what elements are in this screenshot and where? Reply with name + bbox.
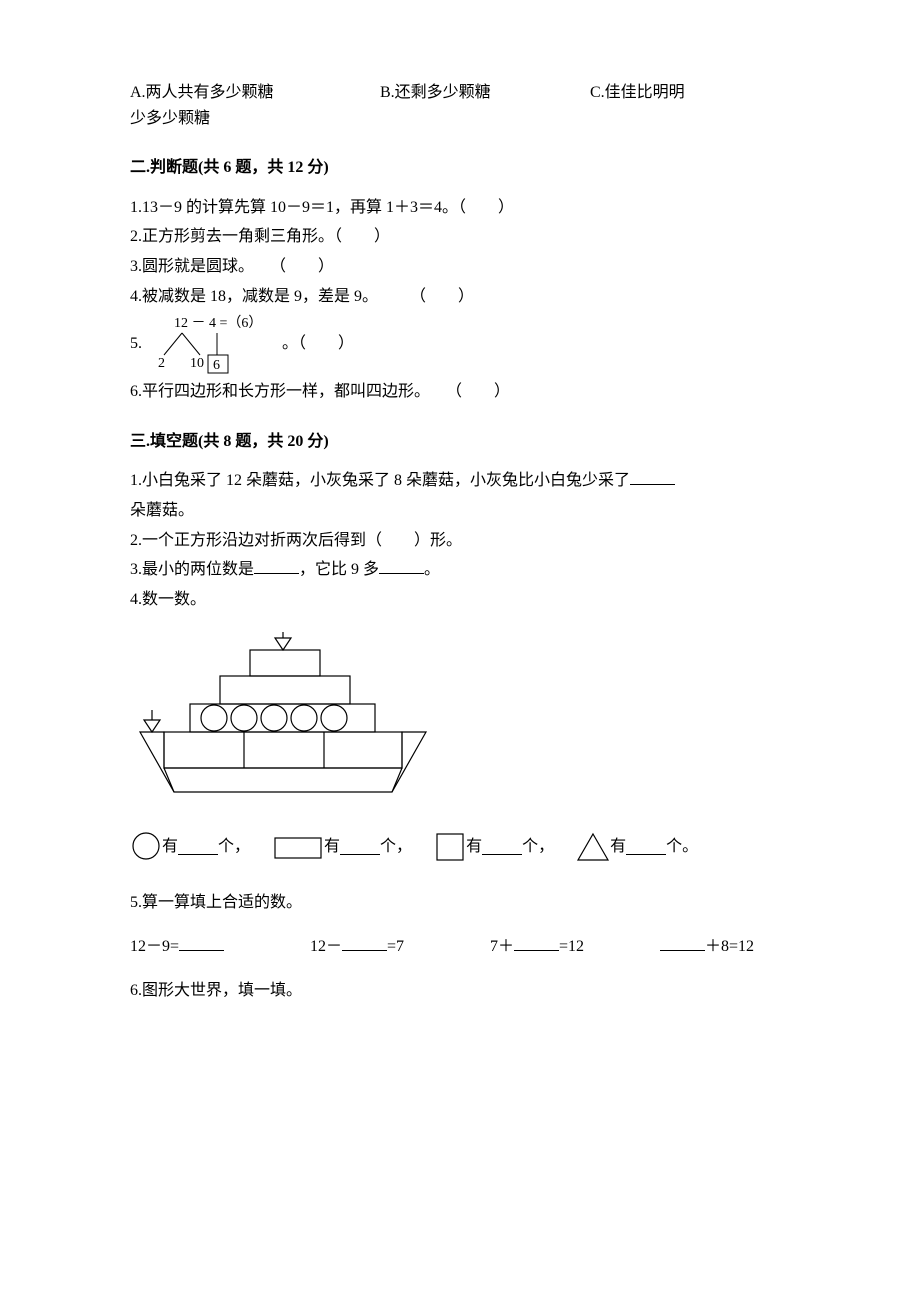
s3-q2: 2.一个正方形沿边对折两次后得到（ ）形。 (130, 528, 790, 554)
boat-rect (220, 676, 350, 704)
label-unit: 个， (218, 834, 250, 860)
boat-diagram (130, 632, 790, 802)
boat-circle (201, 705, 227, 731)
s3-q1-text-a: 1.小白兔采了 12 朵蘑菇，小灰兔采了 8 朵蘑菇，小灰兔比小白兔少采了 (130, 472, 630, 489)
boat-circle (231, 705, 257, 731)
s3-q3: 3.最小的两位数是 ，它比 9 多 。 (130, 557, 790, 583)
calc-1-a: 12－9= (130, 938, 179, 955)
calc-2: 12－ =7 (310, 934, 490, 960)
label-has: 有 (610, 834, 626, 860)
blank (626, 838, 666, 855)
mc-option-b: B.还剩多少颗糖 (380, 80, 590, 106)
label-unit: 个， (522, 834, 554, 860)
calc-3-b: =12 (559, 938, 584, 955)
triangle-icon (576, 830, 610, 862)
label-has: 有 (324, 834, 340, 860)
blank (660, 934, 705, 951)
calc-row: 12－9= 12－ =7 7＋ =12 ＋8=12 (130, 934, 790, 960)
s2-q4: 4.被减数是 18，减数是 9，差是 9。 （ ） (130, 284, 790, 310)
calc-3: 7＋ =12 (490, 934, 660, 960)
calc-4-b: ＋8=12 (705, 938, 754, 955)
s3-q3-b: ，它比 9 多 (299, 561, 379, 578)
mc-option-a: A.两人共有多少颗糖 (130, 80, 380, 106)
blank (340, 838, 380, 855)
s3-q6: 6.图形大世界，填一填。 (130, 978, 790, 1004)
blank (630, 468, 675, 485)
s3-q1-cont: 朵蘑菇。 (130, 498, 790, 524)
boat-circle (321, 705, 347, 731)
s2-q5-suffix: 。（ ） (282, 331, 354, 357)
count-rect: 有 个， (272, 830, 412, 862)
boat-hull (140, 732, 426, 792)
boat-circle (261, 705, 287, 731)
calc-4: ＋8=12 (660, 934, 754, 960)
s2-q5: 5. 12 － 4 =（6） 2 10 6 。（ ） (130, 313, 790, 375)
count-circle: 有 个， (130, 830, 250, 862)
boat-hull-line (164, 768, 174, 792)
q5-leaf-right: 10 (190, 356, 204, 371)
s3-q4: 4.数一数。 (130, 587, 790, 613)
blank (178, 838, 218, 855)
label-has: 有 (466, 834, 482, 860)
count-triangle: 有 个。 (576, 830, 698, 862)
circle-icon (130, 830, 162, 862)
s2-q6: 6.平行四边形和长方形一样，都叫四边形。 （ ） (130, 379, 790, 405)
s2-q5-diagram: 12 － 4 =（6） 2 10 6 (142, 313, 282, 375)
rectangle-icon (272, 830, 324, 862)
q5-branch-left (164, 333, 182, 355)
calc-1: 12－9= (130, 934, 310, 960)
s3-q1: 1.小白兔采了 12 朵蘑菇，小灰兔采了 8 朵蘑菇，小灰兔比小白兔少采了 (130, 468, 790, 494)
calc-2-b: =7 (387, 938, 404, 955)
q5-box-value: 6 (213, 358, 220, 373)
blank (254, 557, 299, 574)
blank (179, 934, 224, 951)
s3-q3-a: 3.最小的两位数是 (130, 561, 254, 578)
section-2-heading: 二.判断题(共 6 题，共 12 分) (130, 155, 790, 181)
s2-q2: 2.正方形剪去一角剩三角形。（ ） (130, 224, 790, 250)
boat-rect (164, 732, 402, 768)
boat-rect (250, 650, 320, 676)
boat-hull-line (392, 768, 402, 792)
count-square: 有 个， (434, 830, 554, 862)
calc-3-a: 7＋ (490, 938, 514, 955)
s2-q1: 1.13－9 的计算先算 10－9＝1，再算 1＋3＝4。（ ） (130, 195, 790, 221)
mc-options-row: A.两人共有多少颗糖 B.还剩多少颗糖 C.佳佳比明明 (130, 80, 790, 106)
blank (482, 838, 522, 855)
mc-option-c-line1: C.佳佳比明明 (590, 80, 685, 106)
label-unit: 个， (380, 834, 412, 860)
s3-q3-c: 。 (424, 561, 440, 578)
q5-branch-right (182, 333, 200, 355)
blank (342, 934, 387, 951)
s2-q3: 3.圆形就是圆球。 （ ） (130, 254, 790, 280)
square-icon (434, 830, 466, 862)
q5-expression: 12 － 4 =（6） (174, 315, 262, 331)
q5-leaf-left: 2 (158, 356, 165, 371)
blank (514, 934, 559, 951)
section-3-heading: 三.填空题(共 8 题，共 20 分) (130, 429, 790, 455)
arrow-top (275, 632, 291, 650)
shape-count-row: 有 个， 有 个， 有 个， 有 个。 (130, 830, 790, 862)
s3-q5: 5.算一算填上合适的数。 (130, 890, 790, 916)
worksheet-page: A.两人共有多少颗糖 B.还剩多少颗糖 C.佳佳比明明 少多少颗糖 二.判断题(… (0, 0, 920, 1302)
arrow-left (144, 710, 160, 732)
label-unit-last: 个。 (666, 834, 698, 860)
calc-2-a: 12－ (310, 938, 342, 955)
boat-circle (291, 705, 317, 731)
s2-q5-prefix: 5. (130, 331, 142, 357)
label-has: 有 (162, 834, 178, 860)
blank (379, 557, 424, 574)
mc-option-c-line2: 少多少颗糖 (130, 106, 790, 132)
